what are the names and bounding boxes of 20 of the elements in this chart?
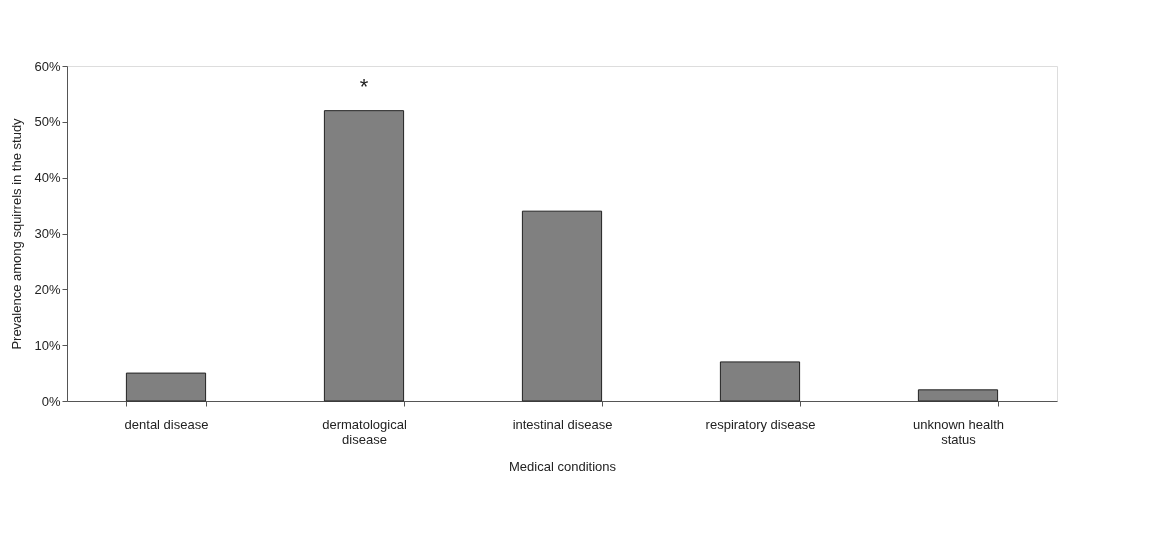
y-tick-label: 30% bbox=[34, 226, 61, 241]
y-tick-label: 10% bbox=[34, 337, 61, 353]
x-tick-label: respiratory disease bbox=[705, 416, 816, 432]
bar bbox=[521, 210, 603, 402]
x-tick-label: dental disease bbox=[124, 416, 209, 432]
y-axis-title: Prevalence among squirrels in the study bbox=[9, 117, 25, 350]
bar bbox=[719, 361, 801, 402]
bar bbox=[323, 110, 405, 402]
annotation: * bbox=[359, 73, 369, 99]
x-tick-label: dermatological disease bbox=[322, 416, 407, 447]
x-tick-label: unknown health status bbox=[912, 416, 1005, 447]
bar bbox=[125, 372, 207, 402]
y-tick-label: 50% bbox=[34, 114, 61, 130]
y-tick-label: 40% bbox=[34, 170, 61, 186]
y-tick-label: 60% bbox=[34, 58, 61, 74]
y-tick-label: 20% bbox=[34, 281, 61, 297]
x-axis-title: Medical conditions bbox=[509, 458, 617, 474]
y-tick-label: 0% bbox=[41, 393, 61, 409]
x-tick-label: intestinal disease bbox=[512, 416, 613, 432]
bar bbox=[917, 389, 999, 402]
